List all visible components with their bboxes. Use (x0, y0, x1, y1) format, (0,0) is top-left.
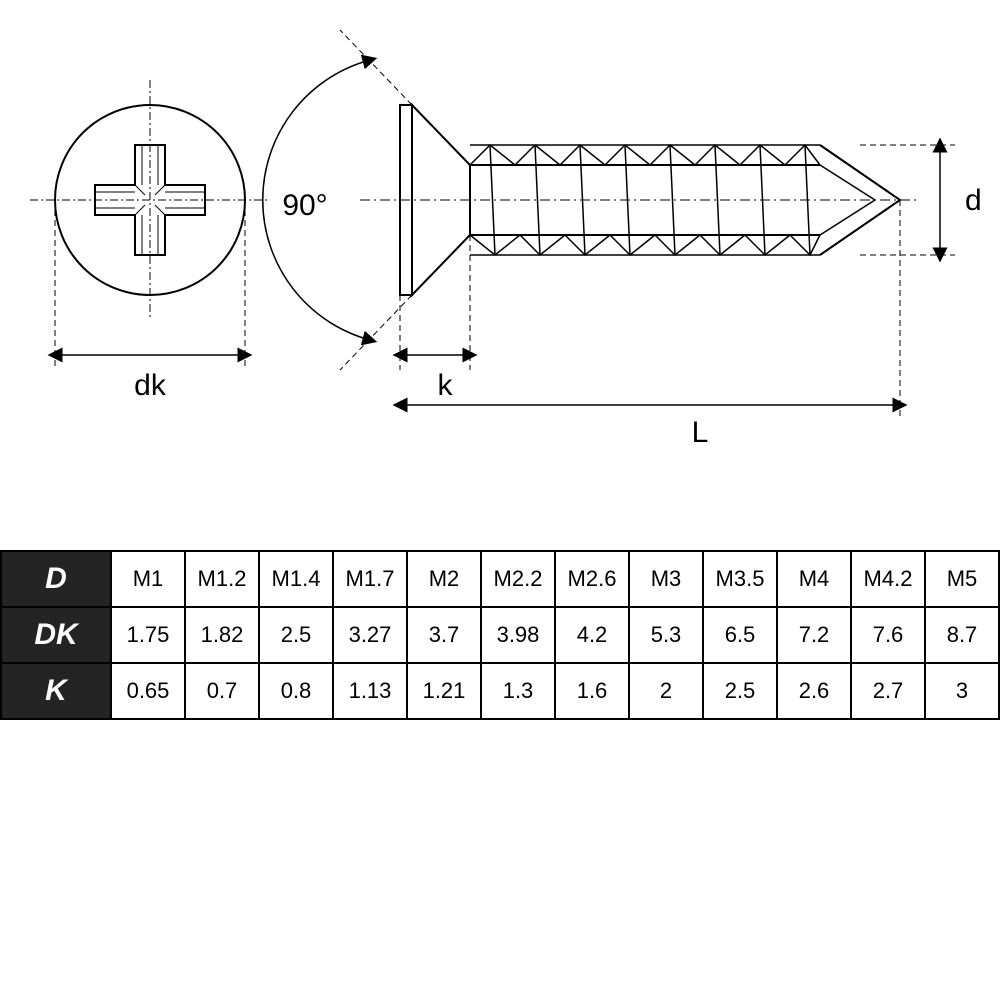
d-label: d (965, 184, 982, 217)
top-view (30, 80, 270, 320)
cell: 2.5 (259, 607, 333, 663)
cell: 1.82 (185, 607, 259, 663)
cell: 2.6 (777, 663, 851, 719)
table-row: DK 1.75 1.82 2.5 3.27 3.7 3.98 4.2 5.3 6… (1, 607, 999, 663)
cell: 3.7 (407, 607, 481, 663)
cell: 2.7 (851, 663, 925, 719)
cell: M1 (111, 551, 185, 607)
cell: 8.7 (925, 607, 999, 663)
cell: 1.6 (555, 663, 629, 719)
side-view (263, 30, 920, 370)
cell: 0.8 (259, 663, 333, 719)
cell: M2.6 (555, 551, 629, 607)
cell: M1.2 (185, 551, 259, 607)
table-row: K 0.65 0.7 0.8 1.13 1.21 1.3 1.6 2 2.5 2… (1, 663, 999, 719)
cell: 3 (925, 663, 999, 719)
cell: 0.65 (111, 663, 185, 719)
cell: 7.6 (851, 607, 925, 663)
dk-label: dk (134, 369, 167, 402)
cell: 1.13 (333, 663, 407, 719)
spec-table: D M1 M1.2 M1.4 M1.7 M2 M2.2 M2.6 M3 M3.5… (0, 550, 1000, 720)
cell: 2 (629, 663, 703, 719)
cell: 1.75 (111, 607, 185, 663)
k-label: k (438, 369, 454, 402)
cell: M3 (629, 551, 703, 607)
cell: M2 (407, 551, 481, 607)
row-header-DK: DK (1, 607, 111, 663)
spec-table-wrap: D M1 M1.2 M1.4 M1.7 M2 M2.2 M2.6 M3 M3.5… (0, 550, 1000, 720)
cell: 3.27 (333, 607, 407, 663)
cell: 1.3 (481, 663, 555, 719)
cell: 7.2 (777, 607, 851, 663)
cell: 2.5 (703, 663, 777, 719)
row-header-D: D (1, 551, 111, 607)
screw-diagram: dk (0, 0, 1000, 500)
cell: M1.4 (259, 551, 333, 607)
cell: M1.7 (333, 551, 407, 607)
k-dimension: k (400, 235, 470, 402)
cell: 6.5 (703, 607, 777, 663)
L-label: L (692, 416, 709, 449)
angle-label: 90° (282, 189, 327, 222)
L-dimension: L (400, 200, 900, 449)
cell: 0.7 (185, 663, 259, 719)
cell: M5 (925, 551, 999, 607)
cell: M3.5 (703, 551, 777, 607)
cell: M4 (777, 551, 851, 607)
cell: 5.3 (629, 607, 703, 663)
cell: 4.2 (555, 607, 629, 663)
cell: 3.98 (481, 607, 555, 663)
d-dimension: d (860, 145, 982, 255)
cell: M2.2 (481, 551, 555, 607)
table-row: D M1 M1.2 M1.4 M1.7 M2 M2.2 M2.6 M3 M3.5… (1, 551, 999, 607)
cell: M4.2 (851, 551, 925, 607)
cell: 1.21 (407, 663, 481, 719)
row-header-K: K (1, 663, 111, 719)
